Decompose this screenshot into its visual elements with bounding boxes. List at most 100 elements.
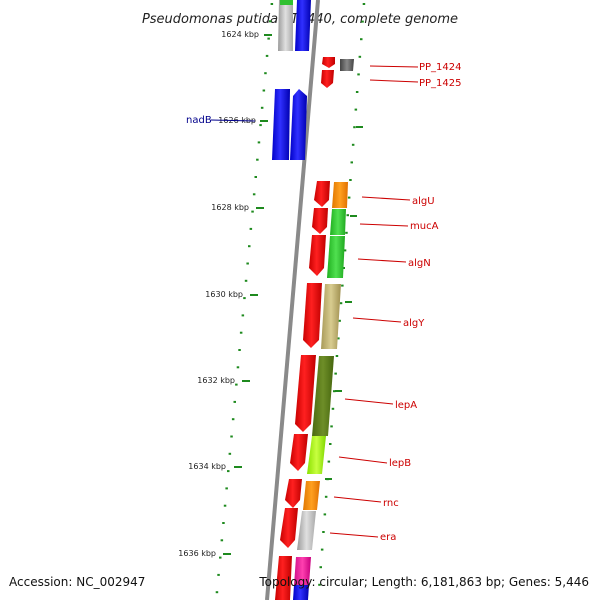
outer-minor-tick (243, 297, 246, 300)
gene-label-era[interactable]: era (380, 532, 396, 543)
gene-feature-lepa-partner[interactable] (312, 356, 334, 436)
inner-minor-tick (353, 126, 356, 129)
gene-feature-green-top[interactable] (280, 0, 293, 5)
inner-minor-tick (330, 425, 333, 428)
gene-feature-nadb-1[interactable] (272, 89, 290, 160)
gene-label-pp1424[interactable]: PP_1424 (419, 62, 462, 73)
gene-feature-algn-partner[interactable] (327, 236, 345, 278)
gene-feature-muca-partner[interactable] (330, 209, 346, 235)
inner-minor-tick (350, 161, 353, 164)
inner-minor-tick (334, 372, 337, 375)
gene-feature-nadb-2[interactable] (290, 89, 307, 160)
inner-minor-tick (318, 583, 321, 586)
gene-feature-muca[interactable] (312, 208, 328, 234)
gene-feature-bottom-red[interactable] (275, 556, 292, 600)
inner-minor-tick (329, 443, 332, 445)
gene-feature-algu[interactable] (314, 181, 330, 207)
accession-text: Accession: NC_002947 (9, 575, 145, 589)
inner-minor-tick (342, 267, 345, 269)
gene-feature-era[interactable] (280, 508, 298, 548)
inner-tick-track (318, 3, 366, 586)
outer-minor-tick (233, 400, 236, 403)
outer-minor-tick (256, 158, 259, 161)
gene-label-leaders (210, 65, 419, 538)
outer-minor-tick (228, 452, 232, 455)
scale-label-1636: 1636 kbp (178, 549, 216, 558)
gene-feature-rnc-partner[interactable] (303, 481, 320, 510)
inner-minor-tick (358, 55, 362, 58)
gene-feature-algn[interactable] (309, 235, 326, 276)
inner-minor-tick (324, 495, 328, 498)
inner-minor-tick (362, 3, 366, 5)
gene-feature-blue-top[interactable] (295, 0, 311, 51)
gene-feature-pp1425[interactable] (321, 70, 334, 88)
gene-feature-algy[interactable] (303, 283, 322, 348)
inner-minor-tick (341, 284, 344, 287)
gene-label-nadb[interactable]: nadB (186, 115, 212, 126)
scale-label-1628: 1628 kbp (211, 203, 249, 212)
gene-feature-grey[interactable] (278, 0, 293, 51)
gene-feature-bottom-pink[interactable] (294, 557, 311, 585)
gene-feature-era-partner[interactable] (297, 511, 316, 550)
scale-ruler: 1624 kbp 1626 kbp 1628 kbp 1630 kbp 1632… (178, 30, 272, 558)
inner-minor-tick (351, 143, 355, 146)
inner-minor-tick (335, 355, 339, 357)
outer-minor-tick (262, 89, 266, 92)
gene-label-pp1425[interactable]: PP_1425 (419, 78, 462, 89)
outer-minor-tick (222, 522, 225, 524)
inner-minor-tick (320, 548, 324, 551)
gene-label-algu[interactable]: algU (412, 196, 435, 207)
gene-feature-pp1424-arrow[interactable] (322, 57, 335, 68)
outer-minor-tick (248, 245, 251, 248)
gene-feature-pp1424[interactable] (340, 59, 354, 71)
inner-minor-tick (319, 566, 322, 569)
inner-minor-tick (349, 179, 352, 181)
inner-minor-tick (323, 513, 327, 516)
inner-minor-tick (346, 214, 349, 217)
outer-minor-tick (235, 383, 238, 386)
inner-minor-tick (360, 38, 363, 41)
inner-minor-tick (354, 108, 358, 111)
inner-minor-tick (331, 407, 335, 410)
outer-tick-track (215, 3, 274, 594)
scale-label-1624: 1624 kbp (221, 30, 259, 39)
gene-feature-lepb-partner[interactable] (307, 436, 326, 474)
outer-minor-tick (264, 72, 267, 75)
inner-minor-tick (347, 196, 351, 199)
gene-feature-lepb[interactable] (290, 434, 308, 471)
outer-minor-tick (251, 210, 254, 213)
outer-minor-tick (252, 193, 256, 196)
inner-minor-tick (337, 337, 340, 340)
outer-minor-tick (241, 314, 245, 317)
outer-minor-tick (257, 141, 261, 144)
inner-minor-tick (338, 319, 341, 322)
inner-minor-tick (343, 249, 347, 252)
gene-feature-bottom-blue[interactable] (293, 585, 309, 600)
gene-label-lepa[interactable]: lepA (395, 400, 417, 411)
gene-feature-rnc[interactable] (285, 479, 302, 508)
outer-minor-tick (269, 20, 272, 23)
inner-minor-tick (339, 302, 343, 305)
genome-backbone (265, 0, 320, 600)
inner-minor-tick (357, 73, 360, 76)
gene-label-algn[interactable]: algN (408, 258, 431, 269)
gene-feature-lepa[interactable] (295, 355, 316, 432)
scale-label-1630: 1630 kbp (205, 290, 243, 299)
outer-minor-tick (217, 573, 220, 576)
gene-feature-algu-partner[interactable] (332, 182, 348, 208)
outer-minor-tick (225, 487, 228, 490)
outer-minor-tick (244, 279, 248, 282)
gene-label-rnc[interactable]: rnc (383, 498, 399, 509)
scale-label-1634: 1634 kbp (188, 462, 226, 471)
outer-minor-tick (219, 556, 222, 559)
gene-label-algy[interactable]: algY (403, 318, 425, 329)
gene-label-muca[interactable]: mucA (410, 221, 439, 232)
inner-minor-tick (355, 91, 359, 93)
gene-feature-algy-partner[interactable] (321, 284, 341, 349)
topology-text: Topology: circular; Length: 6,181,863 bp… (258, 575, 589, 589)
inner-minor-tick (333, 390, 336, 393)
gene-label-lepb[interactable]: lepB (389, 458, 411, 469)
outer-minor-tick (236, 366, 240, 369)
